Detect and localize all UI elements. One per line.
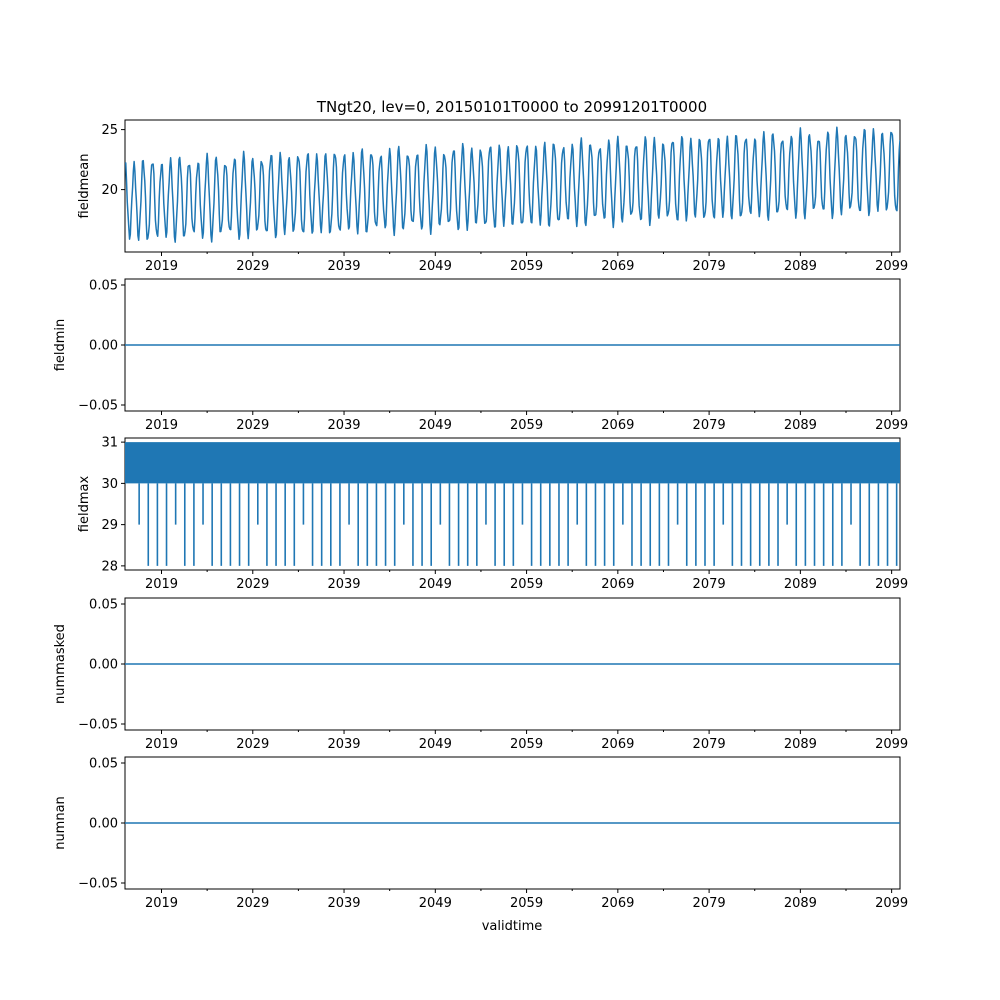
x-tick-label: 2059 bbox=[510, 896, 543, 911]
x-tick-label: 2059 bbox=[510, 418, 543, 433]
x-tick-label: 2099 bbox=[875, 737, 908, 752]
x-tick-label: 2069 bbox=[601, 737, 634, 752]
x-tick-label: 2039 bbox=[327, 737, 360, 752]
x-tick-label: 2079 bbox=[693, 259, 726, 274]
x-tick-label: 2039 bbox=[327, 577, 360, 592]
y-tick-label: 0.05 bbox=[89, 757, 118, 772]
x-tick-label: 2029 bbox=[236, 577, 269, 592]
x-tick-label: 2069 bbox=[601, 577, 634, 592]
y-tick-label: 28 bbox=[101, 559, 118, 574]
x-tick-label: 2019 bbox=[145, 577, 178, 592]
panel-fieldmax: fieldmax 2019 2029 2039 2049 2059 2069 2079 208… bbox=[77, 436, 908, 592]
y-tick-label: 0.05 bbox=[89, 279, 118, 294]
x-tick-label: 2049 bbox=[419, 737, 452, 752]
y-tick-label: 0.00 bbox=[89, 339, 118, 354]
x-tick-label: 2089 bbox=[784, 896, 817, 911]
chart-title: TNgt20, lev=0, 20150101T0000 to 20991201… bbox=[316, 98, 707, 116]
x-tick-label: 2089 bbox=[784, 418, 817, 433]
x-tick-label: 2019 bbox=[145, 737, 178, 752]
x-tick-label: 2079 bbox=[693, 896, 726, 911]
x-tick-label: 2069 bbox=[601, 418, 634, 433]
y-axis-label: nummasked bbox=[53, 624, 68, 704]
x-tick-label: 2099 bbox=[875, 896, 908, 911]
x-tick-label: 2059 bbox=[510, 259, 543, 274]
y-tick-label: 20 bbox=[101, 183, 118, 198]
x-tick-label: 2099 bbox=[875, 577, 908, 592]
y-tick-label: 0.05 bbox=[89, 598, 118, 613]
y-axis-label: numnan bbox=[53, 796, 68, 850]
x-tick-label: 2039 bbox=[327, 259, 360, 274]
y-tick-label: 30 bbox=[101, 477, 118, 492]
y-tick-label: 0.00 bbox=[89, 817, 118, 832]
x-tick-label: 2059 bbox=[510, 577, 543, 592]
x-tick-label: 2069 bbox=[601, 896, 634, 911]
x-tick-label: 2029 bbox=[236, 737, 269, 752]
x-tick-label: 2089 bbox=[784, 577, 817, 592]
y-tick-label: 0.00 bbox=[89, 658, 118, 673]
x-tick-label: 2019 bbox=[145, 896, 178, 911]
x-tick-label: 2089 bbox=[784, 259, 817, 274]
y-tick-label: −0.05 bbox=[78, 877, 118, 892]
x-tick-label: 2019 bbox=[145, 418, 178, 433]
y-tick-label: −0.05 bbox=[78, 399, 118, 414]
x-tick-label: 2029 bbox=[236, 259, 269, 274]
x-tick-label: 2049 bbox=[419, 896, 452, 911]
panel-fieldmean: fieldmean 2019 2029 2039 2049 2059 2069 2079 20… bbox=[77, 119, 908, 274]
panel-nummasked: nummasked 2019 2029 2039 2049 2059 2069 2079 20… bbox=[53, 597, 908, 752]
x-tick-label: 2029 bbox=[236, 896, 269, 911]
y-tick-label: 31 bbox=[101, 436, 118, 451]
x-tick-label: 2089 bbox=[784, 737, 817, 752]
x-tick-label: 2079 bbox=[693, 418, 726, 433]
y-axis-label: fieldmin bbox=[53, 319, 68, 372]
x-tick-label: 2059 bbox=[510, 737, 543, 752]
x-tick-label: 2029 bbox=[236, 418, 269, 433]
plot-frame bbox=[124, 437, 901, 571]
y-tick-label: 29 bbox=[101, 518, 118, 533]
x-tick-label: 2039 bbox=[327, 418, 360, 433]
x-tick-label: 2079 bbox=[693, 737, 726, 752]
panel-fieldmin: fieldmin 2019 2029 2039 2049 2059 2069 2079 208… bbox=[53, 278, 908, 433]
panel-numnan: numnan 2019 2029 2039 2049 2059 2069 2079 2089 2… bbox=[53, 756, 908, 911]
x-tick-label: 2049 bbox=[419, 259, 452, 274]
x-tick-label: 2049 bbox=[419, 418, 452, 433]
y-axis-label: fieldmean bbox=[77, 154, 92, 219]
y-tick-label: −0.05 bbox=[78, 718, 118, 733]
x-tick-label: 2099 bbox=[875, 259, 908, 274]
x-tick-label: 2019 bbox=[145, 259, 178, 274]
y-axis-label: fieldmax bbox=[77, 476, 92, 533]
x-tick-label: 2069 bbox=[601, 259, 634, 274]
oscillation-band bbox=[125, 442, 900, 484]
x-tick-label: 2099 bbox=[875, 418, 908, 433]
x-tick-label: 2049 bbox=[419, 577, 452, 592]
x-tick-label: 2039 bbox=[327, 896, 360, 911]
plot-frame bbox=[124, 119, 901, 253]
x-axis-label: validtime bbox=[482, 919, 543, 934]
series-line bbox=[125, 126, 900, 243]
y-tick-label: 25 bbox=[101, 123, 118, 138]
x-tick-label: 2079 bbox=[693, 577, 726, 592]
